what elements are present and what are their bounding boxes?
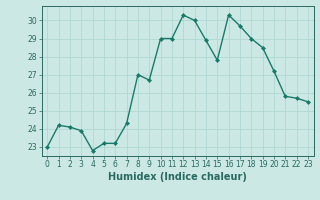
- X-axis label: Humidex (Indice chaleur): Humidex (Indice chaleur): [108, 172, 247, 182]
